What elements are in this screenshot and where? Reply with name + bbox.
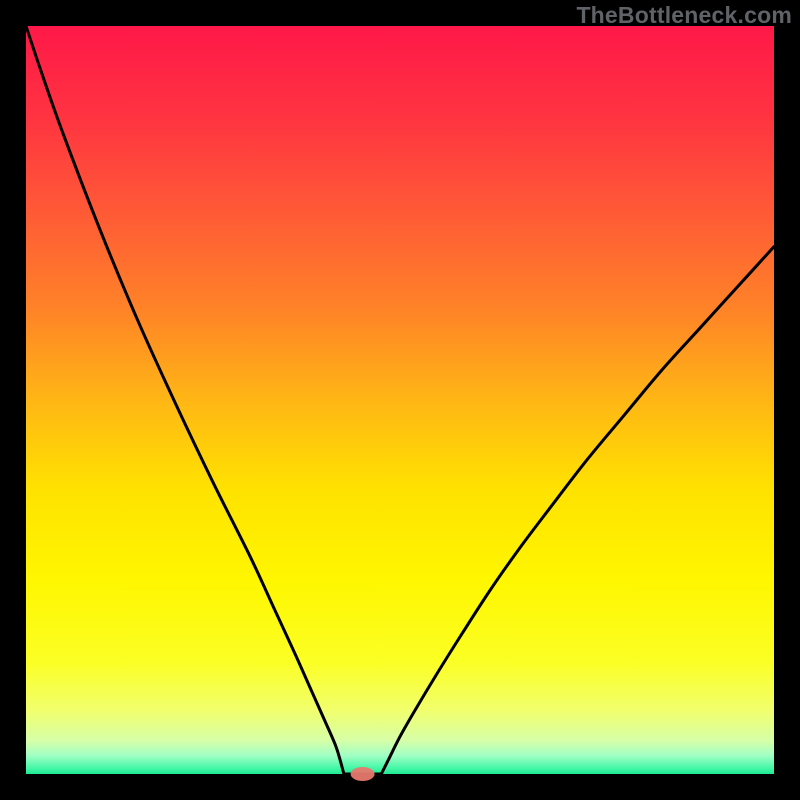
watermark-text: TheBottleneck.com: [576, 2, 792, 29]
chart-stage: TheBottleneck.com: [0, 0, 800, 800]
bottleneck-marker: [351, 767, 375, 781]
bottleneck-chart-svg: [0, 0, 800, 800]
plot-area: [26, 26, 774, 774]
